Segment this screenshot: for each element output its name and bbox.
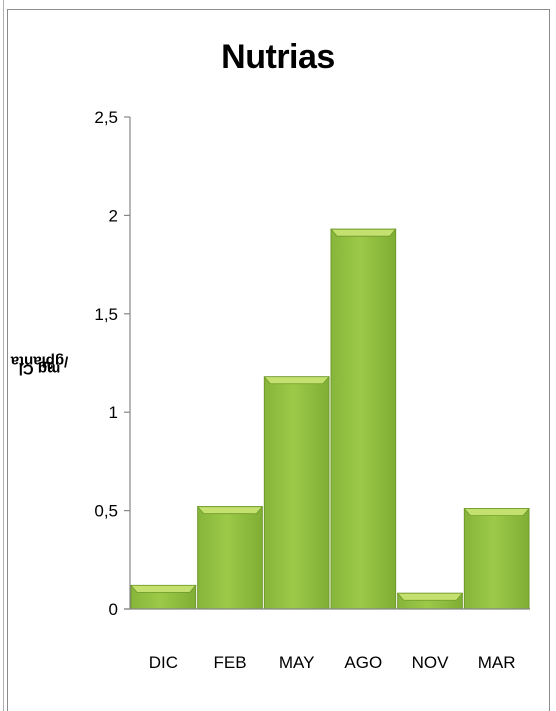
chart-title: Nutrias (221, 38, 335, 76)
y-tick-label: 2 (109, 206, 118, 225)
bar-ago (330, 228, 397, 610)
bar-dic (130, 584, 197, 610)
x-tick-label-nov: NOV (412, 653, 450, 672)
y-tick-label: 1 (109, 403, 118, 422)
y-tick-label: 0 (109, 600, 118, 619)
window-edge (0, 0, 4, 711)
bar-nov (396, 592, 464, 610)
bar-mar (463, 508, 530, 610)
y-tick-label: 0,5 (94, 502, 118, 521)
x-tick-label-ago: AGO (344, 653, 382, 672)
y-tick-label: 1,5 (94, 305, 118, 324)
y-tick-label: 2,5 (94, 108, 118, 127)
bar-may (263, 376, 330, 610)
x-tick-label-mar: MAR (478, 653, 516, 672)
x-tick-label-dic: DIC (149, 653, 178, 672)
x-tick-label-feb: FEB (213, 653, 246, 672)
bar-feb (196, 506, 264, 610)
x-tick-label-may: MAY (279, 653, 315, 672)
